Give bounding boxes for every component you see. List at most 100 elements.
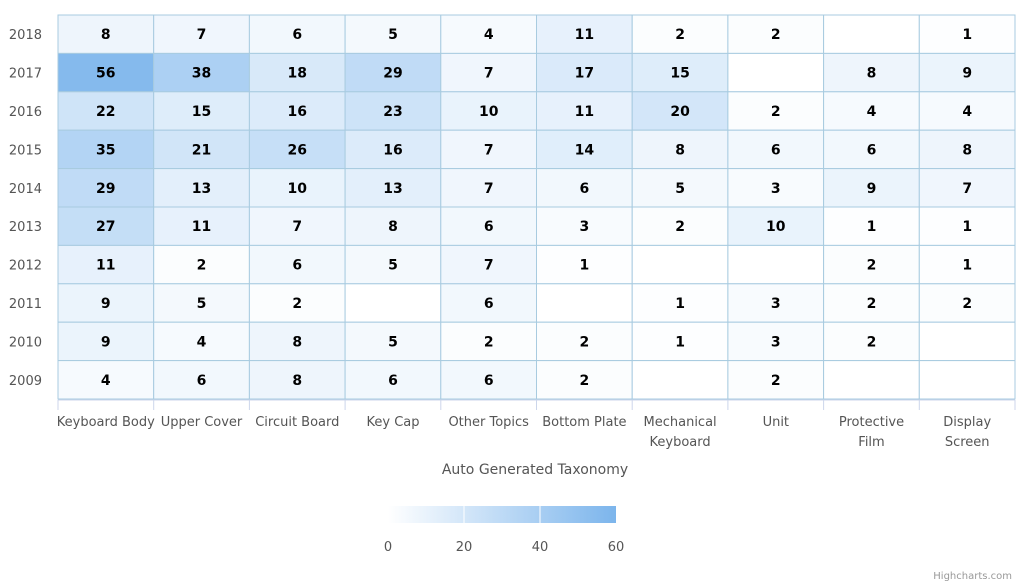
heatmap-cell-value: 11 [575, 27, 594, 43]
heatmap-cell[interactable] [344, 360, 442, 400]
heatmap-cell[interactable] [248, 360, 346, 400]
heatmap-cell[interactable] [631, 321, 729, 362]
heatmap-cell[interactable] [248, 283, 346, 323]
heatmap-cell[interactable] [57, 14, 155, 54]
heatmap-cell[interactable] [631, 360, 729, 400]
heatmap-cell-value: 1 [580, 258, 590, 274]
heatmap-cell[interactable] [536, 206, 633, 246]
heatmap-cell[interactable] [440, 91, 537, 131]
heatmap-cell[interactable] [823, 321, 920, 362]
heatmap-cell[interactable] [248, 91, 346, 131]
heatmap-cell[interactable] [344, 244, 442, 285]
heatmap-cell-value: 6 [197, 373, 207, 389]
heatmap-cell[interactable] [57, 244, 155, 285]
heatmap-cell[interactable] [153, 52, 250, 93]
heatmap-cell[interactable] [344, 206, 442, 246]
heatmap-cell[interactable] [631, 91, 729, 131]
heatmap-cell[interactable] [153, 14, 250, 54]
credits-link[interactable]: Highcharts.com [933, 571, 1012, 582]
heatmap-cell[interactable] [344, 283, 442, 323]
heatmap-cell[interactable] [248, 14, 346, 54]
heatmap-cell[interactable] [631, 129, 729, 170]
heatmap-cell[interactable] [631, 283, 729, 323]
heatmap-cell[interactable] [823, 283, 920, 323]
heatmap-cell[interactable] [823, 206, 920, 246]
heatmap-cell[interactable] [440, 168, 537, 208]
heatmap-cell[interactable] [823, 52, 920, 93]
heatmap-cell[interactable] [918, 14, 1016, 54]
heatmap-cell[interactable] [440, 283, 537, 323]
heatmap-cell[interactable] [153, 91, 250, 131]
heatmap-cell-value: 3 [580, 219, 590, 235]
heatmap-cell[interactable] [536, 129, 633, 170]
heatmap-cell[interactable] [823, 360, 920, 400]
heatmap-cell[interactable] [153, 283, 250, 323]
x-axis-tick-labels: Keyboard Body Upper Cover Circuit Board Key… [57, 399, 1016, 450]
heatmap-cell[interactable] [823, 129, 920, 170]
heatmap-cell[interactable] [536, 360, 633, 400]
heatmap-cell[interactable] [440, 321, 537, 362]
heatmap-cell[interactable] [57, 360, 155, 400]
heatmap-cell[interactable] [536, 168, 633, 208]
heatmap-cell[interactable] [918, 129, 1016, 170]
heatmap-cell[interactable] [823, 91, 920, 131]
heatmap-cell[interactable] [918, 244, 1016, 285]
y-axis-tick-label: 2016 [9, 105, 42, 120]
heatmap-cell[interactable] [727, 321, 825, 362]
heatmap-cell-value: 9 [867, 181, 877, 197]
heatmap-cell[interactable] [727, 91, 825, 131]
heatmap-cell-value: 2 [771, 104, 781, 120]
heatmap-cell[interactable] [727, 168, 825, 208]
heatmap-cell-value: 27 [96, 219, 115, 235]
heatmap-cell[interactable] [918, 283, 1016, 323]
heatmap-cell[interactable] [248, 321, 346, 362]
heatmap-cell-value: 6 [388, 373, 398, 389]
heatmap-cell[interactable] [248, 168, 346, 208]
heatmap-cell[interactable] [823, 168, 920, 208]
heatmap-cell[interactable] [440, 206, 537, 246]
heatmap-cell-value: 4 [197, 334, 207, 350]
heatmap-cell[interactable] [918, 168, 1016, 208]
heatmap-cell[interactable] [918, 360, 1016, 400]
heatmap-cell[interactable] [823, 244, 920, 285]
x-axis-tick-label: Circuit Board [255, 415, 339, 430]
heatmap-cell[interactable] [153, 321, 250, 362]
heatmap-cell[interactable] [57, 91, 155, 131]
heatmap-cell[interactable] [727, 14, 825, 54]
heatmap-cell[interactable] [918, 52, 1016, 93]
heatmap-cell[interactable] [727, 283, 825, 323]
heatmap-cell-value: 56 [96, 66, 115, 82]
heatmap-cell[interactable] [536, 52, 633, 93]
heatmap-cell[interactable] [57, 321, 155, 362]
heatmap-cell[interactable] [57, 206, 155, 246]
heatmap-cell-value: 5 [388, 334, 398, 350]
heatmap-cell[interactable] [918, 321, 1016, 362]
heatmap-cell[interactable] [727, 52, 825, 93]
heatmap-cell[interactable] [536, 283, 633, 323]
heatmap-cell-value: 14 [575, 142, 595, 158]
color-legend-tick-label: 60 [608, 540, 625, 555]
heatmap-cell[interactable] [153, 360, 250, 400]
heatmap-cell[interactable] [57, 129, 155, 170]
heatmap-cell-value: 29 [383, 66, 402, 82]
heatmap-cell[interactable] [153, 168, 250, 208]
heatmap-cell[interactable] [536, 14, 633, 54]
heatmap-cell[interactable] [344, 321, 442, 362]
heatmap-cell[interactable] [536, 244, 633, 285]
heatmap-cell[interactable] [440, 360, 537, 400]
heatmap-cell[interactable] [823, 14, 920, 54]
heatmap-cell[interactable] [631, 52, 729, 93]
heatmap-cell-value: 13 [383, 181, 402, 197]
heatmap-cell[interactable] [918, 91, 1016, 131]
heatmap-cell[interactable] [727, 360, 825, 400]
heatmap-cell[interactable] [727, 244, 825, 285]
heatmap-cell[interactable] [248, 206, 346, 246]
heatmap-cell-value: 2 [867, 296, 877, 312]
heatmap-cell[interactable] [631, 244, 729, 285]
heatmap-cell-value: 7 [197, 27, 207, 43]
heatmap-cell-value: 2 [292, 296, 302, 312]
heatmap-cell-value: 1 [867, 219, 877, 235]
heatmap-cell-value: 2 [675, 27, 685, 43]
heatmap-cell[interactable] [631, 168, 729, 208]
heatmap-cell[interactable] [344, 52, 442, 93]
